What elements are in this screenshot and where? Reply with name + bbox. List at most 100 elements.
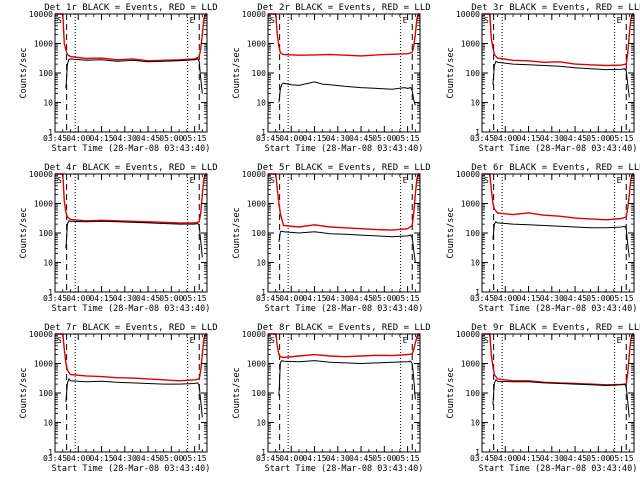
x-tick-label: 04:45 <box>563 294 587 303</box>
x-tick-label: 04:45 <box>563 134 587 143</box>
x-axis-label: Start Time (28-Mar-08 03:43:40) <box>265 144 424 154</box>
x-tick-label: 05:15 <box>183 134 207 143</box>
x-tick-label: 04:15 <box>89 454 113 463</box>
panel-det-8: Det 8r BLACK = Events, RED = LLD 1 10 100 10… <box>232 323 431 474</box>
y-tick-label: 10000 <box>456 330 480 339</box>
y-axis-label: Counts/sec <box>232 207 242 258</box>
y-tick-label: 1000 <box>247 360 266 369</box>
end-mark: E <box>190 336 195 345</box>
lld-series-line <box>55 13 207 62</box>
events-series-line <box>492 221 630 258</box>
y-axis-label: Counts/sec <box>446 207 456 258</box>
y-tick-label: 100 <box>252 229 267 238</box>
panel-title: Det 2r BLACK = Events, RED = LLD <box>257 3 430 13</box>
start-mark: S <box>270 16 275 25</box>
x-tick-label: 05:00 <box>159 294 183 303</box>
y-tick-label: 1 <box>48 288 53 297</box>
y-tick-label: 10 <box>43 419 53 428</box>
y-axis-label: Counts/sec <box>232 47 242 98</box>
y-axis-label: Counts/sec <box>446 367 456 418</box>
y-tick-label: 10 <box>43 99 53 108</box>
plot-frame <box>54 173 208 293</box>
y-tick-label: 10000 <box>29 10 53 19</box>
x-tick-label: 05:00 <box>372 294 396 303</box>
end-mark: E <box>617 16 622 25</box>
y-tick-label: 100 <box>252 389 267 398</box>
panel-title: Det 4r BLACK = Events, RED = LLD <box>44 163 217 173</box>
x-axis-label: Start Time (28-Mar-08 03:43:40) <box>52 304 211 314</box>
y-tick-label: 1000 <box>247 40 266 49</box>
plot-frame <box>481 173 635 293</box>
x-tick-label: 05:15 <box>396 294 420 303</box>
plot-frame <box>267 173 421 293</box>
y-axis-label: Counts/sec <box>19 367 29 418</box>
x-axis-label: Start Time (28-Mar-08 03:43:40) <box>265 464 424 474</box>
end-mark: E <box>617 336 622 345</box>
x-tick-label: 05:00 <box>586 454 610 463</box>
y-axis-label: Counts/sec <box>446 47 456 98</box>
y-tick-label: 1 <box>261 448 266 457</box>
x-tick-label: 04:45 <box>349 134 373 143</box>
lld-series-line <box>268 333 420 359</box>
lld-series-line <box>482 173 634 221</box>
x-tick-label: 05:15 <box>610 454 634 463</box>
x-tick-label: 04:15 <box>302 134 326 143</box>
y-tick-label: 1000 <box>461 200 480 209</box>
y-tick-label: 10000 <box>29 170 53 179</box>
end-mark: E <box>403 16 408 25</box>
plot-frame <box>54 333 208 453</box>
x-tick-label: 05:00 <box>372 454 396 463</box>
y-tick-label: 10000 <box>242 170 266 179</box>
end-mark: E <box>403 176 408 185</box>
y-tick-label: 1000 <box>34 200 53 209</box>
x-tick-label: 05:15 <box>610 134 634 143</box>
y-axis-label: Counts/sec <box>19 47 29 98</box>
y-tick-label: 1000 <box>461 360 480 369</box>
x-tick-label: 04:00 <box>66 134 90 143</box>
x-tick-label: 04:30 <box>326 454 350 463</box>
x-tick-label: 03:45 <box>470 294 494 303</box>
end-mark: E <box>617 176 622 185</box>
x-tick-label: 05:00 <box>159 454 183 463</box>
start-mark: S <box>57 336 62 345</box>
y-axis-label: Counts/sec <box>19 207 29 258</box>
x-tick-label: 04:30 <box>540 134 564 143</box>
y-tick-label: 10000 <box>242 10 266 19</box>
y-tick-label: 100 <box>466 229 481 238</box>
x-tick-label: 04:30 <box>113 294 137 303</box>
x-tick-label: 04:45 <box>563 454 587 463</box>
x-tick-label: 04:30 <box>540 454 564 463</box>
x-tick-label: 04:00 <box>66 454 90 463</box>
y-tick-label: 1 <box>475 288 480 297</box>
x-axis-label: Start Time (28-Mar-08 03:43:40) <box>52 464 211 474</box>
x-tick-label: 04:15 <box>516 134 540 143</box>
y-tick-label: 1 <box>261 128 266 137</box>
x-axis-label: Start Time (28-Mar-08 03:43:40) <box>479 464 638 474</box>
x-tick-label: 04:15 <box>516 294 540 303</box>
plot-frame <box>267 333 421 453</box>
x-tick-label: 05:15 <box>396 454 420 463</box>
x-tick-label: 03:45 <box>256 454 280 463</box>
events-series-line <box>65 377 203 418</box>
y-tick-label: 10000 <box>456 10 480 19</box>
panel-det-4: Det 4r BLACK = Events, RED = LLD 1 10 100 10… <box>19 163 218 314</box>
x-tick-label: 04:30 <box>113 454 137 463</box>
panel-title: Det 7r BLACK = Events, RED = LLD <box>44 323 217 333</box>
plot-frame <box>481 333 635 453</box>
end-mark: E <box>190 16 195 25</box>
panel-title: Det 1r BLACK = Events, RED = LLD <box>44 3 217 13</box>
x-tick-label: 04:00 <box>279 134 303 143</box>
y-tick-label: 100 <box>466 389 481 398</box>
x-tick-label: 03:45 <box>470 454 494 463</box>
y-tick-label: 100 <box>466 69 481 78</box>
panel-title: Det 9r BLACK = Events, RED = LLD <box>471 323 640 333</box>
x-tick-label: 05:15 <box>396 134 420 143</box>
y-tick-label: 10000 <box>29 330 53 339</box>
x-tick-label: 03:45 <box>470 134 494 143</box>
x-tick-label: 03:45 <box>256 134 280 143</box>
plot-frame <box>267 13 421 133</box>
y-tick-label: 1000 <box>461 40 480 49</box>
x-tick-label: 04:15 <box>302 294 326 303</box>
y-tick-label: 100 <box>252 69 267 78</box>
